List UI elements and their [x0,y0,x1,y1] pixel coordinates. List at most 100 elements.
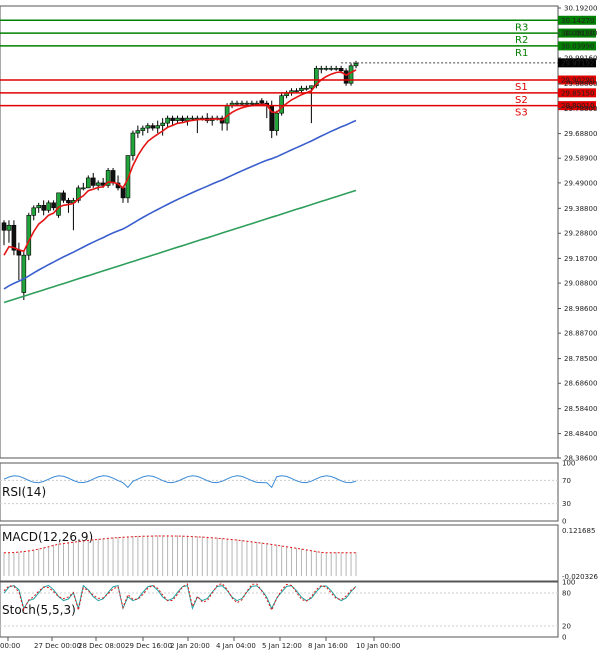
macd-tick-label: 0.121685 [562,527,595,535]
candle-bear [51,202,56,209]
price-tick-label: 29.18700 [564,255,597,263]
candle-bear [170,117,175,121]
candle-bear [343,70,349,84]
candle-bear [120,187,126,199]
candle-bull [140,127,146,131]
candle-bull [76,187,81,201]
level-value-r1: 30.03990 [561,42,594,50]
candle-bull [314,67,319,87]
level-value-r2: 30.09130 [561,30,594,38]
candle-bull [274,112,279,131]
price-tick-label: 28.68600 [564,380,597,388]
candle-bull [333,67,339,70]
macd-tick-label: -0.020326 [562,573,598,581]
candle-bull [304,87,309,90]
ma-line-ma50 [3,119,357,290]
stoch-pane[interactable] [0,581,559,638]
macd-title: MACD(12,26,9) [2,530,93,544]
candle-bull [348,65,354,84]
price-tick-label: 29.88860 [564,80,597,88]
price-layer [1,60,359,304]
level-value-s2: 29.85150 [561,89,594,97]
candle-bull [299,87,304,92]
price-tick-label: 30.09130 [564,30,597,38]
price-tick-label: 28.38600 [564,455,597,463]
level-tag-r2 [558,28,596,38]
rsi-layer: 100 70 30 0 [0,460,575,526]
candle-bull [165,117,170,124]
candle-bull [130,132,136,156]
ma-line-ma100 [3,189,357,304]
price-axis: 30.19200 30.09130 29.99160 29.88860 29.78800… [558,4,597,463]
price-tick-label: 29.78800 [564,105,597,113]
time-tick-label: 28 Dec 08:00 [78,642,125,650]
rsi-tick-label: 0 [562,518,566,526]
level-tag-s1 [558,75,596,85]
price-tick-label: 28.58400 [564,405,597,413]
rsi-tick-label: 70 [562,477,571,485]
candle-bull [36,205,42,209]
candle-bull [160,122,165,126]
time-tick-label: 29 Dec 16:00 [125,642,172,650]
candle-bull [353,63,359,67]
rsi-pane[interactable] [0,462,559,522]
stoch-tick-label: 100 [562,579,575,587]
candle-bull [46,202,51,211]
time-tick-label: 10 Jan 00:00 [356,642,400,650]
price-tick-label: 28.78500 [564,355,597,363]
candle-bear [1,222,7,231]
candle-bull [26,215,32,256]
candle-bull [95,182,101,186]
rsi-tick-label: 30 [562,500,571,508]
macd-pane[interactable] [0,524,559,582]
candle-bear [150,125,156,129]
stoch-tick-label: 0 [562,634,566,642]
candle-bull [175,117,180,121]
level-value-s3: 29.80010 [561,102,594,110]
stoch-title: Stoch(5,5,3) [2,603,76,617]
candle-bull [85,177,91,189]
price-tick-label: 29.28800 [564,230,597,238]
candle-bear [259,100,265,104]
level-name-s2: S2 [515,95,528,106]
price-tick-label: 28.88700 [564,330,597,338]
candle-bull [294,90,299,93]
candle-bear [66,200,71,204]
candle-bear [338,67,344,72]
candle-bull [239,102,245,105]
pivot-levels: R3 30.14270 R2 30.09130 R1 30.03990 S1 29.90290… [0,15,596,119]
price-tick-label: 29.99160 [564,54,597,62]
candle-bear [61,192,66,201]
price-tick-label: 29.08800 [564,280,597,288]
candle-bull [244,102,250,105]
level-name-s1: S1 [515,82,528,93]
price-tick-label: 29.58900 [564,155,597,163]
time-tick-label: 27 Dec 00:00 [34,642,81,650]
stoch-layer: 100 80 20 0 [0,579,575,642]
level-value-r3: 30.14270 [561,17,594,25]
price-pane[interactable] [0,5,559,459]
candle-bull [105,170,111,186]
candle-bear [180,117,185,121]
rsi-line [3,475,357,489]
level-tag-s3 [558,101,596,111]
stoch-k-line [3,584,357,611]
price-tick-label: 30.19200 [564,4,597,12]
candle-bull [279,95,284,114]
stoch-tick-label: 20 [562,623,571,631]
ma-line-ma20 [3,69,357,256]
stoch-tick-label: 80 [562,590,571,598]
macd-layer: 0.121685 -0.020326 [3,527,598,581]
candle-bull [81,187,86,190]
candle-bear [110,170,116,184]
current-price-label: 29.97192 [561,59,594,67]
level-tag-s2 [558,88,596,98]
candle-bear [41,205,46,211]
candle-bull [323,67,329,70]
level-tag-r1 [558,41,596,51]
candle-bull [234,102,240,105]
price-tick-label: 29.38800 [564,205,597,213]
